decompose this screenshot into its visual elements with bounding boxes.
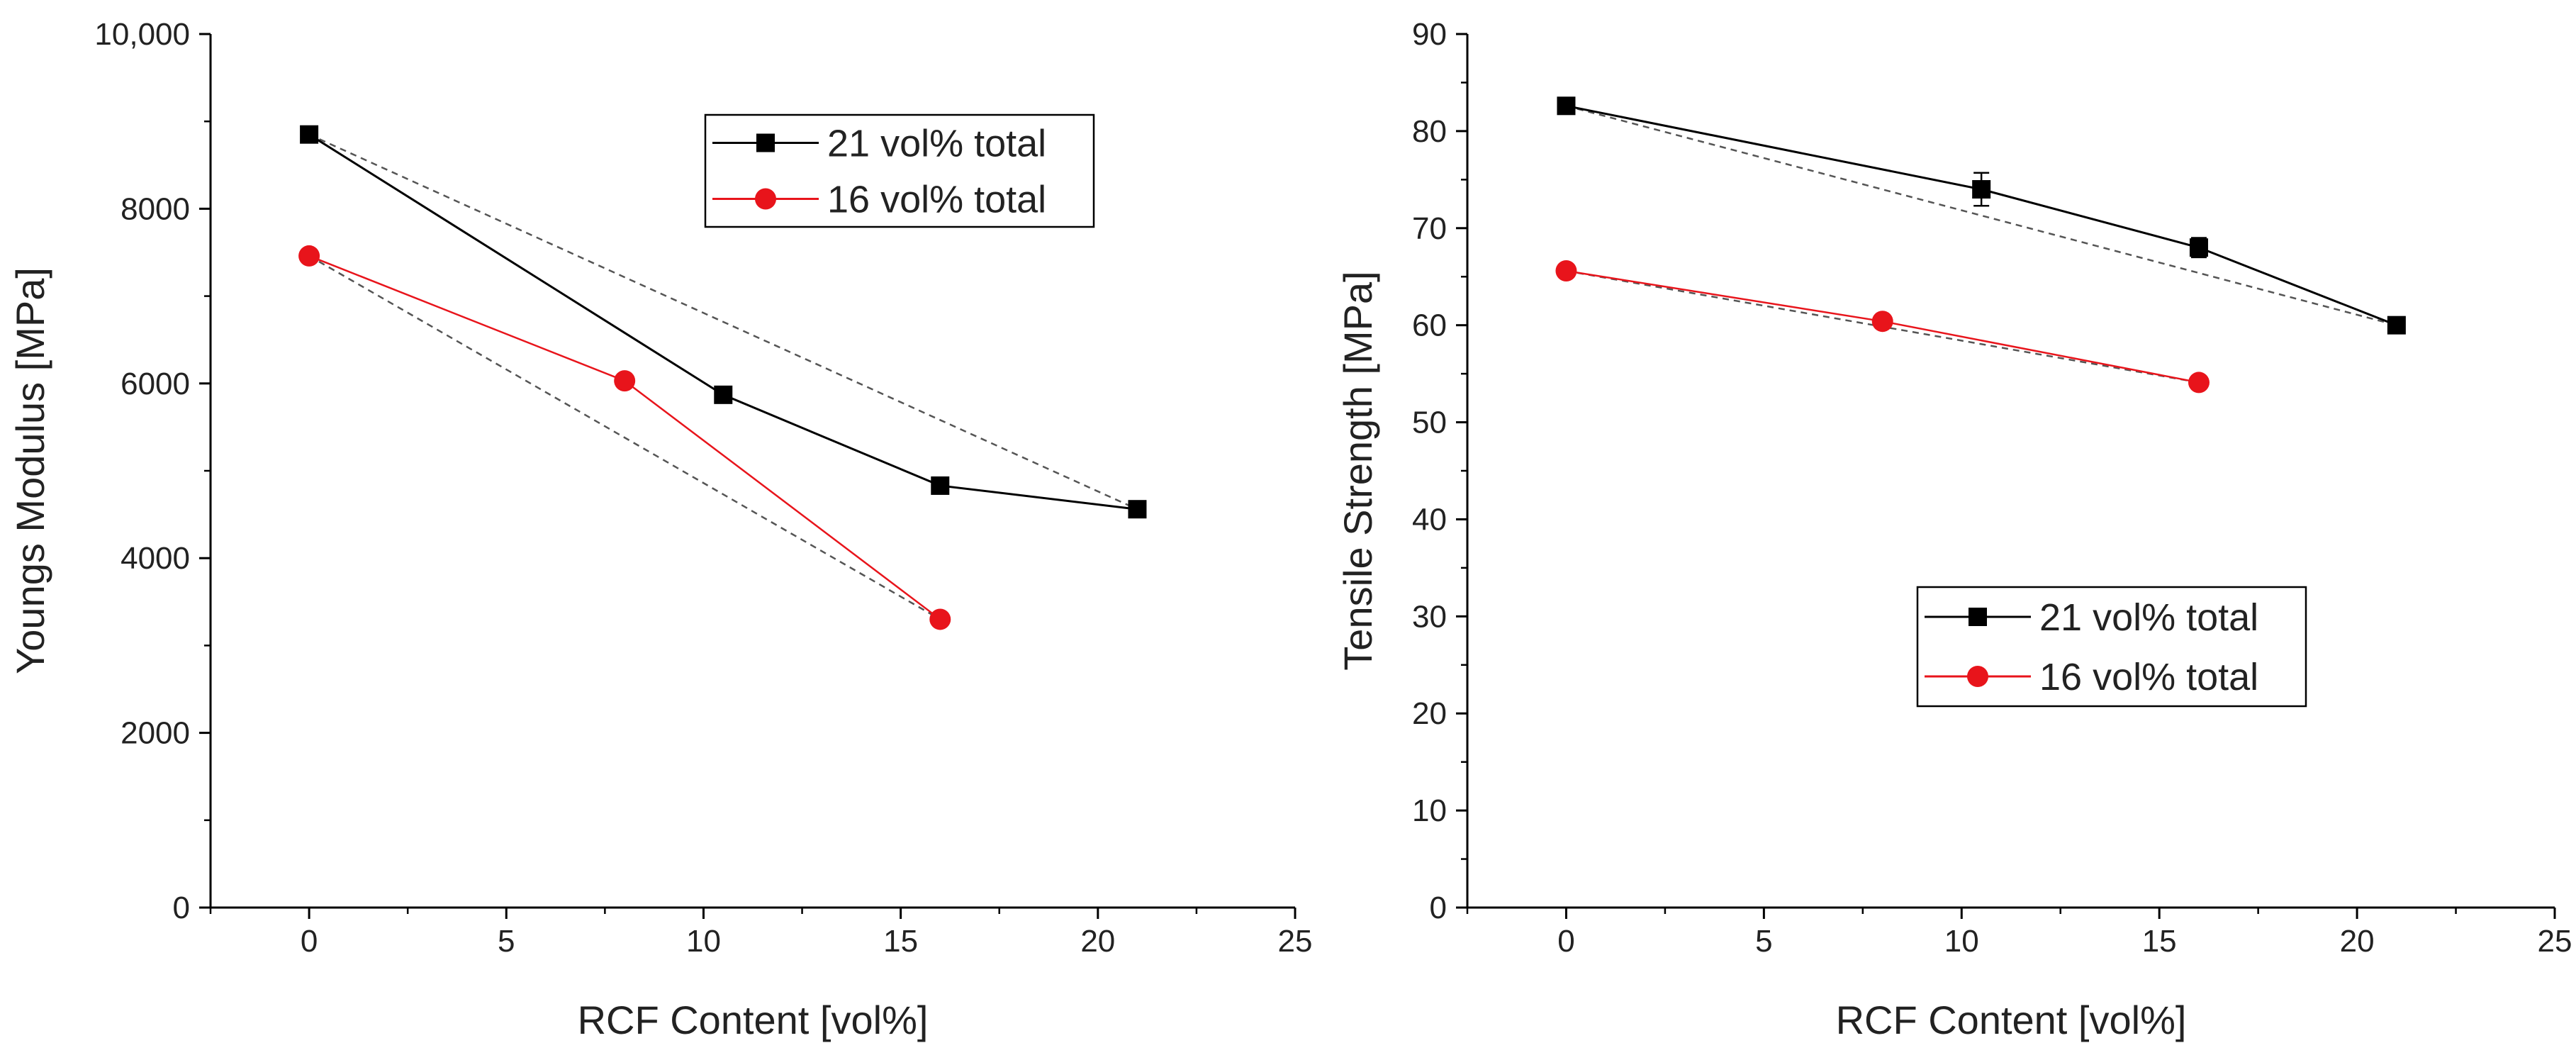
chart0-y-tick-label: 8000 bbox=[121, 191, 190, 226]
chart0-y-tick-label: 4000 bbox=[121, 541, 190, 576]
chart1-y-tick-label: 70 bbox=[1412, 211, 1447, 246]
chart1-legend-swatch-marker bbox=[1969, 608, 1987, 626]
chart0-series-1-point bbox=[929, 608, 951, 630]
chart0-x-tick-label: 10 bbox=[686, 924, 721, 959]
chart0-legend-swatch-marker bbox=[756, 133, 775, 152]
chart0-x-tick-label: 15 bbox=[883, 924, 918, 959]
chart0-series-0-point bbox=[1128, 500, 1147, 519]
chart0-legend-label: 16 vol% total bbox=[827, 179, 1046, 221]
chart1-x-tick-label: 15 bbox=[2142, 924, 2177, 959]
chart0-y-tick-label: 2000 bbox=[121, 716, 190, 751]
chart1-series-0-point bbox=[2189, 238, 2208, 257]
chart1-series-0-point bbox=[1972, 180, 1991, 199]
chart1-x-tick-label: 10 bbox=[1944, 924, 1979, 959]
chart0-x-tick-label: 0 bbox=[301, 924, 318, 959]
chart0-series-0-point bbox=[931, 476, 950, 495]
chart1-legend-label: 21 vol% total bbox=[2039, 596, 2258, 639]
chart0-series-1-point bbox=[614, 370, 636, 392]
youngs-modulus-chart: 0 5 10 15 20 25 0 2000 4000 6000 8000 10,000 RCF Con… bbox=[8, 17, 1312, 1042]
chart1-y-tick-label: 10 bbox=[1412, 793, 1447, 828]
chart1-y-tick-label: 50 bbox=[1412, 406, 1447, 440]
chart1-y-tick-label: 90 bbox=[1412, 17, 1447, 52]
chart1-x-tick-label: 0 bbox=[1557, 924, 1574, 959]
chart1-x-tick-label: 20 bbox=[2340, 924, 2375, 959]
chart1-series-0-line bbox=[1566, 104, 2397, 327]
chart0-x-tick-label: 20 bbox=[1080, 924, 1115, 959]
chart1-y-axis-title: Tensile Strength [MPa] bbox=[1335, 271, 1380, 670]
chart0-x-axis-title: RCF Content [vol%] bbox=[578, 998, 929, 1042]
chart1-y-tick-label: 20 bbox=[1412, 696, 1447, 731]
chart1-legend-swatch-marker bbox=[1967, 666, 1988, 687]
chart0-series-1-point bbox=[298, 245, 320, 267]
chart0-y-axis-title: Youngs Modulus [MPa] bbox=[8, 267, 52, 674]
chart1-y-tick-label: 60 bbox=[1412, 308, 1447, 343]
chart1-x-axis-title: RCF Content [vol%] bbox=[1836, 998, 2187, 1042]
chart1-y-tick-label: 40 bbox=[1412, 502, 1447, 537]
chart0-x-tick-label: 25 bbox=[1278, 924, 1313, 959]
chart1-series-1-point bbox=[2188, 372, 2210, 394]
chart1-y-tick-label: 80 bbox=[1412, 114, 1447, 149]
chart0-y-tick-label: 0 bbox=[173, 891, 190, 925]
chart0-legend: 21 vol% total 16 vol% total bbox=[704, 113, 1095, 228]
chart0-y-tick-label: 10,000 bbox=[94, 17, 190, 52]
chart1-x-tick-label: 5 bbox=[1755, 924, 1772, 959]
chart0-series-0-line bbox=[308, 133, 1138, 511]
chart1-legend-label: 16 vol% total bbox=[2039, 656, 2258, 698]
chart0-y-tick-label: 6000 bbox=[121, 367, 190, 401]
chart0-series-0-point bbox=[300, 125, 319, 144]
chart1-legend-box bbox=[1916, 586, 2307, 708]
chart1-series-1-point bbox=[1871, 311, 1893, 333]
chart0-trend-line bbox=[308, 255, 941, 620]
chart0-trend-line bbox=[308, 133, 1138, 511]
chart0-series-0-point bbox=[714, 385, 733, 404]
chart1-legend: 21 vol% total 16 vol% total bbox=[1916, 586, 2307, 708]
chart1-trend-line bbox=[1566, 105, 2397, 326]
chart1-series-1-point bbox=[1555, 260, 1577, 282]
chart1-y-tick-label: 30 bbox=[1412, 599, 1447, 634]
chart1-x-tick-label: 25 bbox=[2538, 924, 2572, 959]
chart0-legend-swatch-marker bbox=[755, 188, 776, 210]
chart1-y-tick-label: 0 bbox=[1430, 891, 1447, 925]
chart1-series-0-point bbox=[2387, 316, 2406, 335]
chart0-legend-label: 21 vol% total bbox=[827, 123, 1046, 165]
chart1-series-0-point bbox=[1557, 96, 1576, 116]
tensile-strength-chart: 0 5 10 15 20 25 0 10 20 30 40 50 60 70 80 90 RCF Content… bbox=[1335, 17, 2572, 1042]
chart0-x-tick-label: 5 bbox=[498, 924, 515, 959]
